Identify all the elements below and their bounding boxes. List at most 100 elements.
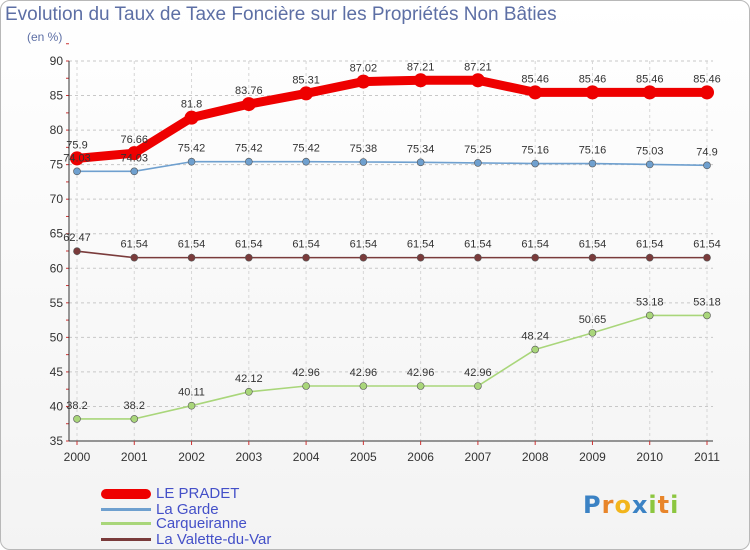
data-point — [416, 253, 425, 262]
data-point — [241, 97, 256, 112]
data-point — [416, 158, 425, 167]
data-point — [413, 73, 428, 88]
series-lines — [70, 73, 714, 423]
legend-label-le-pradet: LE PRADET — [156, 485, 240, 502]
data-point — [531, 253, 539, 262]
data-label: 61.54 — [407, 239, 435, 251]
data-label: 87.21 — [407, 61, 435, 73]
data-point — [302, 382, 310, 390]
data-label: 42.96 — [292, 367, 320, 379]
data-point — [703, 161, 711, 170]
x-tick-label: 2009 — [579, 450, 606, 464]
y-tick-label: 45 — [50, 365, 64, 379]
data-point — [187, 401, 196, 410]
x-tick-label: 2007 — [465, 450, 492, 464]
data-point — [531, 345, 539, 354]
legend-item-la-garde[interactable]: La Garde — [101, 501, 361, 518]
data-label: 87.02 — [350, 63, 378, 75]
axes: 35 40 45 50 55 60 65 70 75 80 85 90 2000 2001 2002 2003… — [50, 43, 720, 464]
data-label: 40.11 — [178, 387, 205, 399]
legend-item-la-valette-du-var[interactable]: La Valette-du-Var — [101, 531, 361, 548]
data-label: 61.54 — [121, 239, 149, 251]
data-label: 42.96 — [350, 367, 378, 379]
proxiti-logo: Proxiti — [583, 491, 679, 519]
data-label: 85.46 — [521, 73, 549, 85]
legend-item-carqueiranne[interactable]: Carqueiranne — [101, 515, 361, 532]
data-point — [302, 157, 310, 166]
data-label: 38.2 — [124, 400, 145, 412]
data-labels: 62.47 61.54 61.54 61.54 61.54 61.54 61.54 61.54… — [63, 61, 721, 412]
data-point — [130, 415, 139, 423]
y-tick-label: 85 — [50, 89, 64, 103]
data-label: 48.24 — [521, 331, 549, 343]
y-tick-label: 40 — [50, 399, 64, 413]
logo-letter: P — [583, 491, 602, 519]
legend-label-la-valette-du-var: La Valette-du-Var — [156, 531, 272, 548]
chart-title: Evolution du Taux de Taxe Foncière sur l… — [5, 4, 557, 25]
series-line — [76, 314, 708, 420]
data-point — [184, 110, 199, 125]
legend-item-le-pradet[interactable]: LE PRADET — [101, 485, 361, 502]
data-label: 85.31 — [292, 74, 320, 86]
data-point — [359, 382, 368, 390]
y-tick-label: 70 — [50, 192, 64, 206]
data-label: 75.42 — [178, 143, 206, 155]
data-label: 74.03 — [63, 152, 91, 164]
legend-swatch-la-garde — [101, 508, 151, 511]
data-point — [528, 85, 543, 100]
chart-subtitle: (en %) — [27, 30, 63, 44]
legend-swatch-la-valette-du-var — [101, 538, 151, 541]
series-line — [76, 250, 708, 259]
x-tick-label: 2003 — [235, 450, 262, 464]
x-tick-label: 2001 — [121, 450, 148, 464]
data-point — [470, 73, 485, 88]
logo-letter: o — [614, 491, 632, 519]
data-label: 53.18 — [693, 296, 721, 308]
data-point — [703, 311, 711, 320]
data-point — [130, 167, 139, 176]
data-label: 42.96 — [407, 367, 435, 379]
data-label: 85.46 — [693, 73, 721, 85]
x-tick-label: 2002 — [178, 450, 205, 464]
data-point — [73, 415, 81, 423]
logo-letter: x — [631, 491, 649, 519]
data-point — [645, 311, 654, 320]
x-tick-label: 2011 — [694, 450, 720, 464]
legend-swatch-le-pradet — [101, 489, 151, 499]
logo-letter: i — [648, 491, 658, 519]
data-point — [531, 159, 539, 168]
data-point — [245, 388, 253, 396]
y-tick-label: 75 — [50, 158, 64, 172]
data-point — [416, 382, 425, 390]
data-label: 75.42 — [235, 143, 263, 155]
data-label: 74.9 — [696, 146, 717, 158]
data-label: 74.03 — [121, 152, 149, 164]
data-label: 61.54 — [350, 239, 378, 251]
data-label: 81.8 — [181, 99, 202, 111]
y-tick-label: 90 — [50, 54, 64, 68]
data-point — [588, 253, 597, 262]
legend-swatch-carqueiranne — [101, 522, 151, 525]
data-point — [130, 253, 139, 262]
data-label: 75.42 — [292, 143, 320, 155]
x-tick-label: 2008 — [522, 450, 549, 464]
data-point — [703, 253, 711, 262]
data-point — [474, 253, 482, 262]
data-label: 76.66 — [121, 134, 149, 146]
x-tick-label: 2005 — [350, 450, 377, 464]
data-label: 53.18 — [636, 296, 664, 308]
data-label: 75.16 — [579, 145, 607, 157]
y-tick-label: 80 — [50, 123, 64, 137]
data-label: 75.16 — [521, 145, 549, 157]
data-label: 62.47 — [63, 232, 91, 244]
data-label: 85.46 — [579, 73, 607, 85]
data-point — [474, 382, 482, 390]
data-point — [359, 253, 368, 262]
data-label: 83.76 — [235, 85, 263, 97]
data-label: 61.54 — [579, 239, 607, 251]
data-point — [645, 253, 654, 262]
x-tick-label: 2004 — [293, 450, 320, 464]
data-label: 42.12 — [235, 373, 263, 385]
